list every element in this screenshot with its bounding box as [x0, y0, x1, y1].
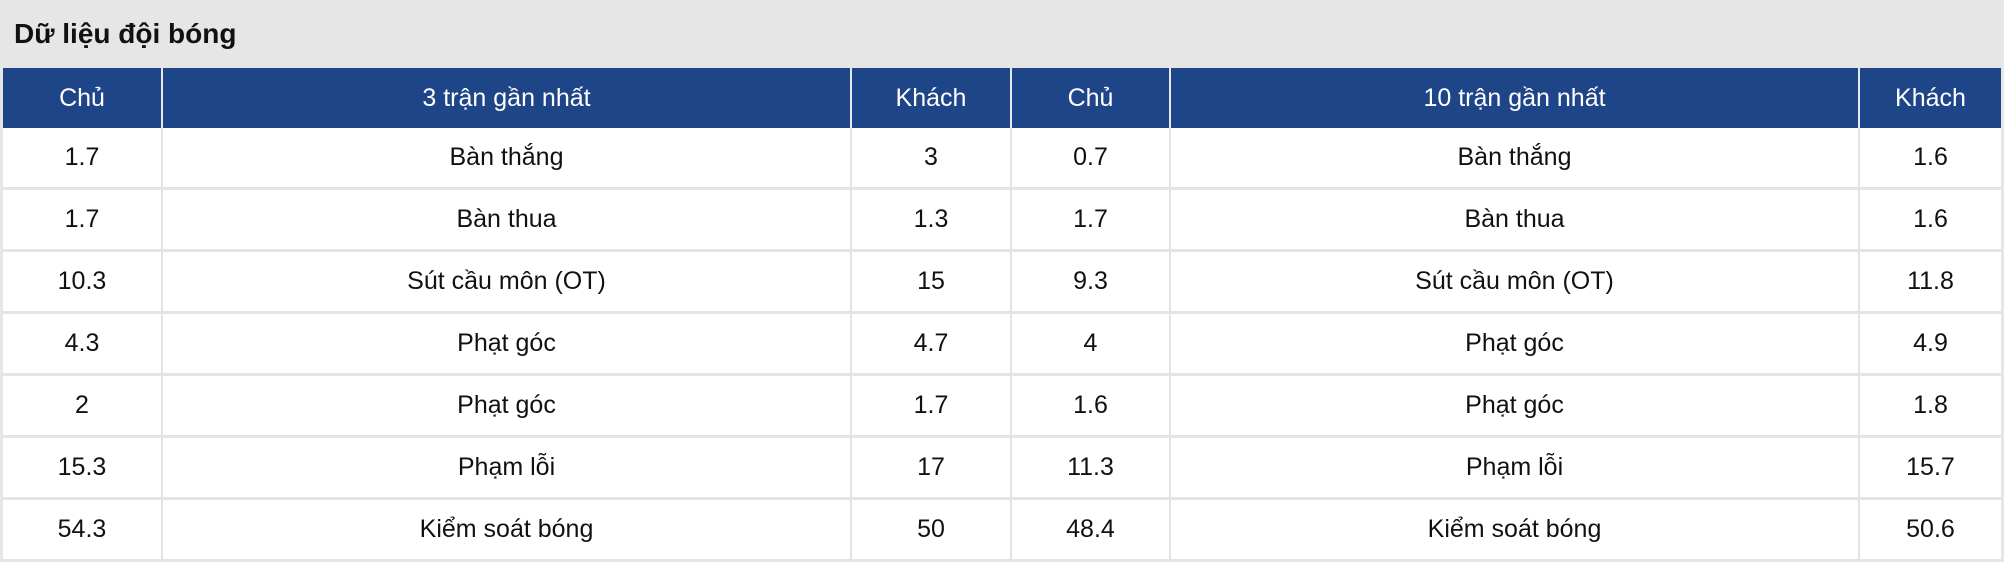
- cell-home-3: 2: [3, 374, 163, 438]
- cell-away-3: 4.7: [851, 312, 1012, 376]
- panel-header: Dữ liệu đội bóng: [0, 0, 2004, 68]
- cell-away-10: 1.8: [1859, 374, 2001, 438]
- col-header-away-10: Khách: [1859, 68, 2001, 128]
- table-row: 1.7 Bàn thua 1.3 1.7 Bàn thua 1.6: [3, 188, 2001, 252]
- cell-home-3: 4.3: [3, 312, 163, 376]
- cell-stat-10: Bàn thắng: [1170, 128, 1860, 190]
- cell-home-10: 4: [1011, 312, 1171, 376]
- cell-stat-10: Phạm lỗi: [1170, 436, 1860, 500]
- cell-away-10: 1.6: [1859, 188, 2001, 252]
- table-row: 15.3 Phạm lỗi 17 11.3 Phạm lỗi 15.7: [3, 436, 2001, 500]
- table-row: 4.3 Phạt góc 4.7 4 Phạt góc 4.9: [3, 312, 2001, 376]
- cell-home-3: 10.3: [3, 250, 163, 314]
- cell-stat-3: Bàn thua: [162, 188, 852, 252]
- col-header-home-10: Chủ: [1011, 68, 1171, 128]
- cell-stat-3: Phạt góc: [162, 374, 852, 438]
- cell-home-3: 54.3: [3, 498, 163, 562]
- cell-home-10: 11.3: [1011, 436, 1171, 500]
- cell-away-3: 17: [851, 436, 1012, 500]
- cell-home-10: 48.4: [1011, 498, 1171, 562]
- cell-stat-3: Phạm lỗi: [162, 436, 852, 500]
- cell-home-3: 1.7: [3, 188, 163, 252]
- cell-away-3: 1.7: [851, 374, 1012, 438]
- cell-home-10: 1.7: [1011, 188, 1171, 252]
- cell-home-3: 1.7: [3, 128, 163, 190]
- cell-home-10: 0.7: [1011, 128, 1171, 190]
- cell-home-3: 15.3: [3, 436, 163, 500]
- panel-title: Dữ liệu đội bóng: [14, 18, 237, 49]
- table-header-row: Chủ 3 trận gần nhất Khách Chủ 10 trận gầ…: [3, 68, 2001, 128]
- cell-stat-3: Phạt góc: [162, 312, 852, 376]
- cell-away-10: 11.8: [1859, 250, 2001, 314]
- table-row: 2 Phạt góc 1.7 1.6 Phạt góc 1.8: [3, 374, 2001, 438]
- cell-stat-3: Sút cầu môn (OT): [162, 250, 852, 314]
- team-stats-table: Chủ 3 trận gần nhất Khách Chủ 10 trận gầ…: [3, 68, 2001, 562]
- cell-away-10: 4.9: [1859, 312, 2001, 376]
- table-row: 1.7 Bàn thắng 3 0.7 Bàn thắng 1.6: [3, 128, 2001, 190]
- cell-away-3: 50: [851, 498, 1012, 562]
- cell-stat-10: Phạt góc: [1170, 374, 1860, 438]
- cell-away-3: 15: [851, 250, 1012, 314]
- table-row: 10.3 Sút cầu môn (OT) 15 9.3 Sút cầu môn (OT…: [3, 250, 2001, 314]
- col-header-last-3: 3 trận gần nhất: [162, 68, 852, 128]
- col-header-last-10: 10 trận gần nhất: [1170, 68, 1860, 128]
- cell-away-10: 50.6: [1859, 498, 2001, 562]
- cell-away-10: 1.6: [1859, 128, 2001, 190]
- cell-stat-10: Sút cầu môn (OT): [1170, 250, 1860, 314]
- cell-stat-10: Kiểm soát bóng: [1170, 498, 1860, 562]
- cell-stat-3: Bàn thắng: [162, 128, 852, 190]
- col-header-away-3: Khách: [851, 68, 1012, 128]
- cell-away-3: 1.3: [851, 188, 1012, 252]
- cell-stat-10: Phạt góc: [1170, 312, 1860, 376]
- cell-home-10: 9.3: [1011, 250, 1171, 314]
- cell-away-3: 3: [851, 128, 1012, 190]
- col-header-home-3: Chủ: [3, 68, 163, 128]
- cell-home-10: 1.6: [1011, 374, 1171, 438]
- cell-stat-3: Kiểm soát bóng: [162, 498, 852, 562]
- cell-away-10: 15.7: [1859, 436, 2001, 500]
- table-row: 54.3 Kiểm soát bóng 50 48.4 Kiểm soát bóng 50…: [3, 498, 2001, 562]
- cell-stat-10: Bàn thua: [1170, 188, 1860, 252]
